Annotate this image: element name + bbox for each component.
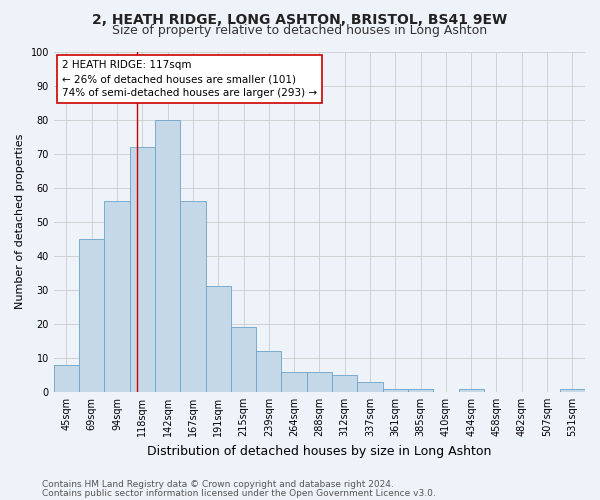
Bar <box>256 351 281 392</box>
Y-axis label: Number of detached properties: Number of detached properties <box>15 134 25 310</box>
Bar <box>281 372 307 392</box>
Bar <box>130 147 155 392</box>
Bar <box>358 382 383 392</box>
Text: 2 HEATH RIDGE: 117sqm
← 26% of detached houses are smaller (101)
74% of semi-det: 2 HEATH RIDGE: 117sqm ← 26% of detached … <box>62 60 317 98</box>
Text: Contains public sector information licensed under the Open Government Licence v3: Contains public sector information licen… <box>42 489 436 498</box>
Bar <box>383 388 408 392</box>
Bar <box>231 327 256 392</box>
Bar <box>79 238 104 392</box>
Bar <box>307 372 332 392</box>
Bar <box>104 202 130 392</box>
Bar <box>332 375 358 392</box>
Text: Size of property relative to detached houses in Long Ashton: Size of property relative to detached ho… <box>112 24 488 37</box>
Text: Contains HM Land Registry data © Crown copyright and database right 2024.: Contains HM Land Registry data © Crown c… <box>42 480 394 489</box>
Bar <box>408 388 433 392</box>
Bar <box>206 286 231 392</box>
Bar <box>54 364 79 392</box>
Bar <box>458 388 484 392</box>
Text: 2, HEATH RIDGE, LONG ASHTON, BRISTOL, BS41 9EW: 2, HEATH RIDGE, LONG ASHTON, BRISTOL, BS… <box>92 12 508 26</box>
X-axis label: Distribution of detached houses by size in Long Ashton: Distribution of detached houses by size … <box>147 444 491 458</box>
Bar <box>560 388 585 392</box>
Bar <box>155 120 180 392</box>
Bar <box>180 202 206 392</box>
